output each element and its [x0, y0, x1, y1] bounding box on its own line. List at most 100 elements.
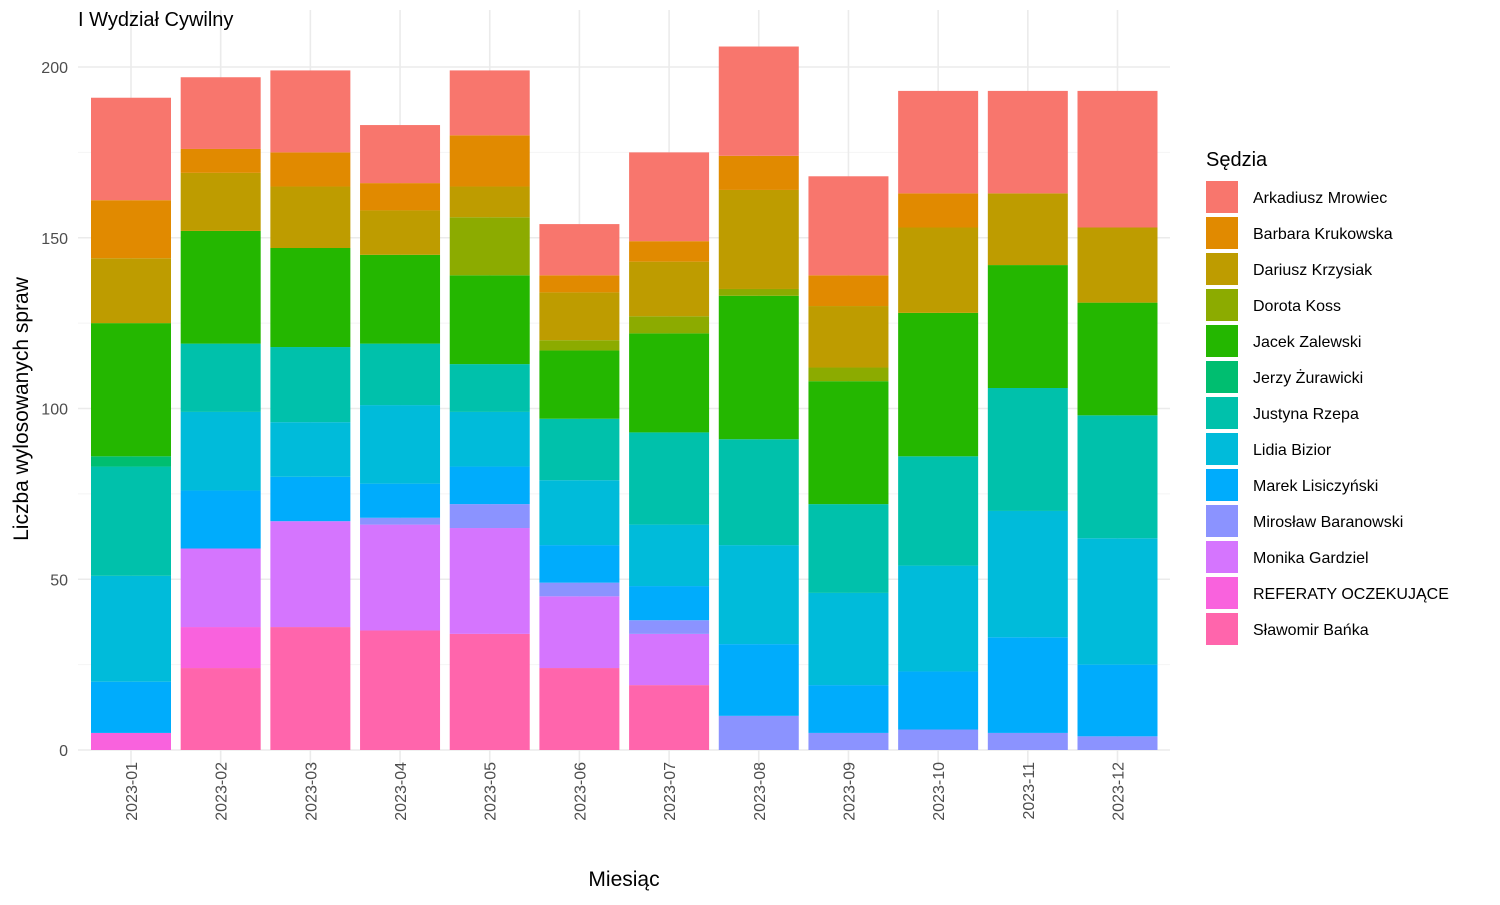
legend: Sędzia Arkadiusz Mrowiec Barbara Krukowsk… [1206, 149, 1449, 645]
bar-segment: Justyna Rzepa — 2023-05: 14 [449, 364, 530, 412]
bar-segment: Justyna Rzepa — 2023-03: 22 [270, 347, 351, 423]
bar-segment: Barbara Krukowska — 2023-03: 10 [270, 152, 351, 187]
y-tick-label: 50 [50, 572, 68, 589]
bar-segment: Jacek Zalewski — 2023-03: 29 [270, 247, 351, 348]
bar-segment: Jacek Zalewski — 2023-11: 36 [987, 265, 1068, 389]
bar-segment: Sławomir Bańka — 2023-07: 19 [629, 685, 710, 750]
bar-segment: Jacek Zalewski — 2023-10: 42 [898, 312, 979, 457]
bar-segment: Dorota Koss — 2023-08: 2 [718, 288, 799, 296]
bar-segment: Sławomir Bańka — 2023-06: 24 [539, 668, 620, 750]
y-tick-label: 200 [41, 60, 68, 77]
bar-segment: Marek Lisiczyński — 2023-08: 21 [718, 644, 799, 716]
bar-segment: Jacek Zalewski — 2023-07: 29 [629, 333, 710, 433]
bar-segment: Dariusz Krzysiak — 2023-12: 22 [1077, 227, 1158, 303]
bar-segment: Mirosław Baranowski — 2023-07: 4 [629, 620, 710, 634]
bar-segment: Jacek Zalewski — 2023-08: 42 [718, 295, 799, 440]
y-axis-title: Liczba wylosowanych spraw [10, 276, 33, 541]
bar-segment: Arkadiusz Mrowiec — 2023-04: 17 [360, 125, 441, 184]
bar-segment: Sławomir Bańka — 2023-03: 36 [270, 627, 351, 750]
bar-segment: Mirosław Baranowski — 2023-05: 7 [449, 504, 530, 529]
y-tick-label: 150 [41, 231, 68, 248]
bar-segment: Monika Gardziel — 2023-02: 23 [180, 548, 261, 628]
legend-label: REFERATY OCZEKUJĄCE [1253, 586, 1449, 603]
x-tick-label: 2023-07 [662, 762, 679, 821]
legend-key [1206, 181, 1238, 213]
legend-label: Sławomir Bańka [1253, 622, 1369, 639]
bar-segment: Sławomir Bańka — 2023-02: 24 [180, 668, 261, 750]
legend-key [1206, 253, 1238, 285]
bar-segment: Mirosław Baranowski — 2023-08: 10 [718, 715, 799, 750]
bar-segment: Jerzy Żurawicki — 2023-01: 3 [91, 456, 171, 467]
x-tick-label: 2023-12 [1111, 762, 1128, 821]
bar-segment: Barbara Krukowska — 2023-09: 9 [808, 275, 889, 307]
legend-key [1206, 361, 1238, 393]
bar-segment: Dariusz Krzysiak — 2023-04: 13 [360, 210, 441, 255]
bar-segment: Marek Lisiczyński — 2023-10: 17 [898, 671, 979, 730]
legend-items: Arkadiusz Mrowiec Barbara Krukowska Darius… [1206, 181, 1449, 645]
bar-segment: Sławomir Bańka — 2023-05: 34 [449, 633, 530, 750]
bar-segment: Dariusz Krzysiak — 2023-03: 18 [270, 186, 351, 248]
bar-segment: Lidia Bizior — 2023-12: 37 [1077, 538, 1158, 665]
bar-segment: Dariusz Krzysiak — 2023-06: 14 [539, 292, 620, 341]
bar-segment: Marek Lisiczyński — 2023-02: 17 [180, 490, 261, 549]
bar-segment: Mirosław Baranowski — 2023-09: 5 [808, 732, 889, 750]
y-tick-label: 100 [41, 402, 68, 419]
legend-key [1206, 577, 1238, 609]
bar-segment: Jacek Zalewski — 2023-04: 26 [360, 254, 441, 344]
bar-segment: Dariusz Krzysiak — 2023-07: 16 [629, 261, 710, 317]
bar-segment: Mirosław Baranowski — 2023-12: 4 [1077, 736, 1158, 750]
x-axis-ticks: 2023-01 2023-02 2023-03 2023-04 2023-05 2023-… [124, 762, 1128, 821]
y-axis-ticks: 0 50 100 150 200 [41, 60, 68, 760]
chart-title: I Wydział Cywilny [78, 9, 233, 31]
legend-label: Lidia Bizior [1253, 442, 1332, 459]
bar-segment: Barbara Krukowska — 2023-01: 17 [91, 200, 171, 259]
x-tick-label: 2023-09 [841, 762, 858, 821]
bar-segment: Barbara Krukowska — 2023-04: 8 [360, 183, 441, 211]
bars: REFERATY OCZEKUJĄCE — 2023-01: 5Marek Li… [91, 46, 1158, 750]
bar-segment: Dariusz Krzysiak — 2023-02: 17 [180, 172, 261, 231]
bar-segment: Monika Gardziel — 2023-06: 21 [539, 596, 620, 669]
x-tick-label: 2023-06 [572, 762, 589, 821]
x-tick-label: 2023-10 [931, 762, 948, 821]
bar-segment: Barbara Krukowska — 2023-10: 10 [898, 193, 979, 228]
legend-key [1206, 397, 1238, 429]
bar-segment: Marek Lisiczyński — 2023-04: 10 [360, 483, 441, 518]
x-axis-title: Miesiąc [588, 868, 659, 891]
bar-segment: Jacek Zalewski — 2023-01: 39 [91, 323, 171, 457]
legend-label: Justyna Rzepa [1253, 406, 1359, 423]
x-tick-label: 2023-11 [1021, 762, 1038, 820]
legend-label: Mirosław Baranowski [1253, 514, 1403, 531]
bar-segment: Lidia Bizior — 2023-04: 23 [360, 405, 441, 484]
bar-segment: Barbara Krukowska — 2023-05: 15 [449, 135, 530, 187]
legend-label: Marek Lisiczyński [1253, 478, 1378, 495]
legend-key [1206, 217, 1238, 249]
bar-segment: Justyna Rzepa — 2023-07: 27 [629, 432, 710, 525]
bar-segment: Arkadiusz Mrowiec — 2023-08: 32 [718, 46, 799, 156]
bar-segment: Monika Gardziel — 2023-07: 15 [629, 633, 710, 686]
legend-label: Jacek Zalewski [1253, 334, 1361, 351]
bar-segment: Dariusz Krzysiak — 2023-01: 19 [91, 258, 171, 324]
bar-segment: Jacek Zalewski — 2023-06: 20 [539, 350, 620, 419]
bar-segment: Lidia Bizior — 2023-10: 31 [898, 565, 979, 672]
legend-title: Sędzia [1206, 149, 1268, 171]
bar-segment: Lidia Bizior — 2023-08: 29 [718, 545, 799, 645]
bar-segment: Justyna Rzepa — 2023-01: 32 [91, 466, 171, 576]
legend-label: Monika Gardziel [1253, 550, 1369, 567]
bar-segment: Justyna Rzepa — 2023-06: 18 [539, 418, 620, 481]
legend-key [1206, 469, 1238, 501]
bar-segment: Arkadiusz Mrowiec — 2023-07: 26 [629, 152, 710, 242]
bar-segment: Marek Lisiczyński — 2023-01: 15 [91, 681, 171, 733]
legend-label: Dorota Koss [1253, 298, 1341, 315]
bar-segment: Jacek Zalewski — 2023-12: 33 [1077, 302, 1158, 416]
bar-segment: Lidia Bizior — 2023-07: 18 [629, 524, 710, 587]
bar-segment: Justyna Rzepa — 2023-08: 31 [718, 439, 799, 546]
x-tick-label: 2023-04 [393, 762, 410, 821]
bar-segment: Dorota Koss — 2023-07: 5 [629, 316, 710, 334]
bar-segment: Barbara Krukowska — 2023-02: 7 [180, 148, 261, 173]
bar-segment: Lidia Bizior — 2023-06: 19 [539, 480, 620, 546]
bar-segment: Dariusz Krzysiak — 2023-09: 18 [808, 306, 889, 368]
bar-segment: Lidia Bizior — 2023-01: 31 [91, 575, 171, 682]
bar-segment: Lidia Bizior — 2023-05: 16 [449, 411, 530, 467]
bar-segment: Arkadiusz Mrowiec — 2023-09: 29 [808, 176, 889, 276]
